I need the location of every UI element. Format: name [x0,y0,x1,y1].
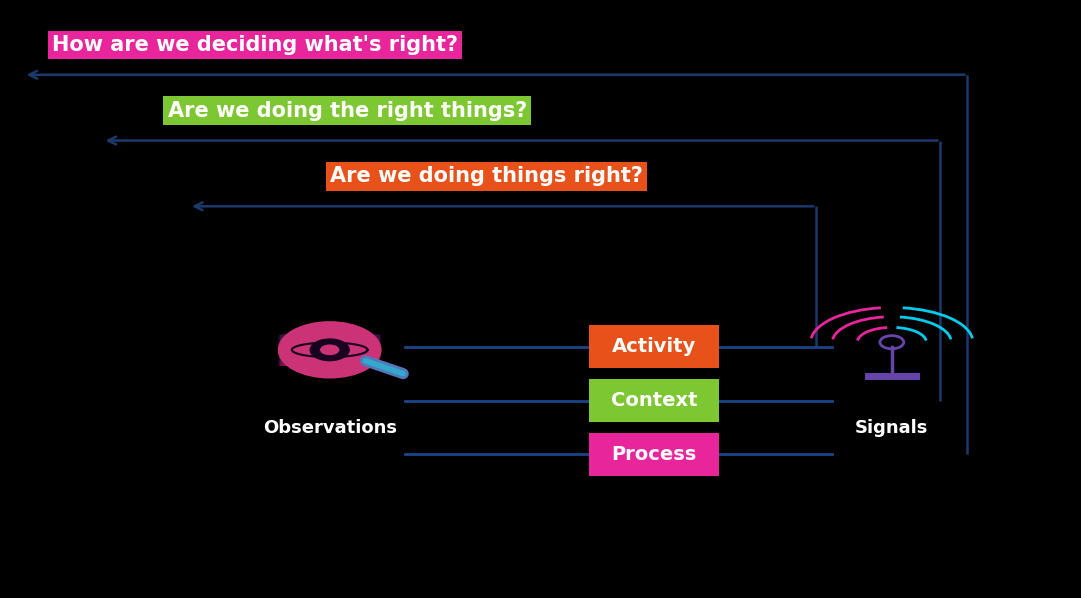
Text: Are we doing the right things?: Are we doing the right things? [168,100,526,121]
Ellipse shape [278,334,382,335]
Ellipse shape [278,362,382,363]
Circle shape [278,321,382,379]
Text: Activity: Activity [612,337,696,356]
Ellipse shape [278,361,382,362]
Ellipse shape [278,360,382,361]
Text: Context: Context [611,391,697,410]
Ellipse shape [278,358,382,359]
Text: Observations: Observations [263,419,397,437]
Circle shape [320,344,339,355]
Ellipse shape [278,353,382,355]
Ellipse shape [278,341,382,342]
Ellipse shape [278,345,382,346]
FancyBboxPatch shape [589,433,719,476]
Polygon shape [292,343,368,357]
Ellipse shape [278,356,382,358]
Ellipse shape [278,337,382,338]
Ellipse shape [278,338,382,339]
Ellipse shape [278,349,382,350]
FancyBboxPatch shape [589,379,719,422]
Ellipse shape [278,346,382,347]
Text: Signals: Signals [855,419,929,437]
Ellipse shape [278,365,382,367]
Ellipse shape [278,352,382,353]
Ellipse shape [278,355,382,356]
Ellipse shape [278,363,382,364]
Ellipse shape [278,356,382,357]
Ellipse shape [278,343,382,344]
Ellipse shape [278,340,382,341]
Ellipse shape [278,348,382,349]
Ellipse shape [278,352,382,353]
Circle shape [310,339,349,361]
Text: How are we deciding what's right?: How are we deciding what's right? [52,35,458,55]
Ellipse shape [278,364,382,365]
Text: Process: Process [612,445,696,464]
Ellipse shape [278,350,382,352]
Ellipse shape [278,359,382,360]
Ellipse shape [278,338,382,340]
FancyBboxPatch shape [589,325,719,368]
Ellipse shape [278,335,382,337]
Ellipse shape [278,342,382,343]
Ellipse shape [278,344,382,345]
Ellipse shape [278,347,382,348]
Text: Are we doing things right?: Are we doing things right? [330,166,642,187]
